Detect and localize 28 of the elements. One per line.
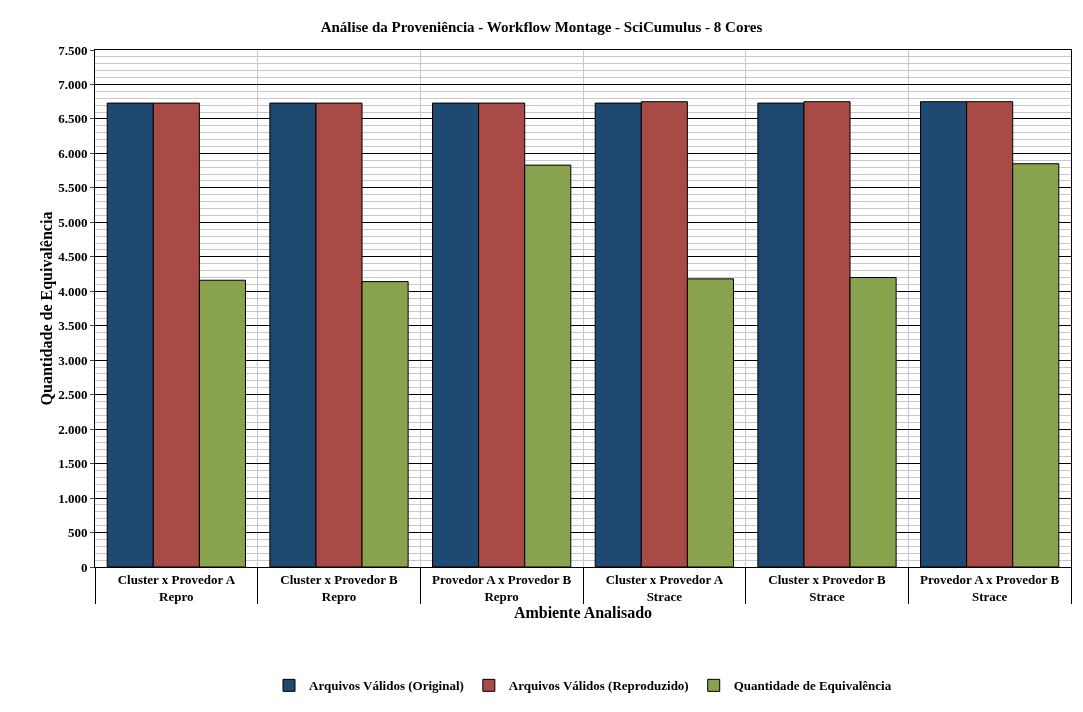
category-label: Cluster x Provedor B Strace xyxy=(768,571,886,604)
y-tick-label: 6.500 xyxy=(58,111,88,127)
legend-label: Arquivos Válidos (Original) xyxy=(309,678,464,694)
category-label: Provedor A x Provedor B Strace xyxy=(920,571,1060,604)
y-axis-title: Quantidade de Equivalência xyxy=(38,211,57,406)
y-tick-label: 3.000 xyxy=(58,352,88,368)
category-label: Cluster x Provedor A Strace xyxy=(605,571,724,604)
legend-label: Quantidade de Equivalência xyxy=(733,678,892,694)
category-label: Cluster x Provedor B Repro xyxy=(280,571,398,604)
y-tick-label: 1.000 xyxy=(58,490,88,506)
y-tick-label: 5.500 xyxy=(58,180,88,196)
y-tick-label: 7.000 xyxy=(58,77,88,93)
y-tick-label: 0 xyxy=(80,559,88,575)
y-tick-label: 2.000 xyxy=(58,421,88,437)
y-tick-label: 500 xyxy=(67,525,88,541)
chart-title: Análise da Proveniência - Workflow Montage - SciCumulus - 8 Cores xyxy=(320,18,763,35)
y-tick-label: 4.000 xyxy=(58,283,88,299)
y-tick-label: 2.500 xyxy=(58,387,88,403)
y-tick-label: 4.500 xyxy=(58,249,88,265)
y-tick-label: 3.500 xyxy=(58,318,88,334)
y-tick-label: 1.500 xyxy=(58,456,88,472)
legend-label: Arquivos Válidos (Reproduzido) xyxy=(508,678,689,694)
category-label: Cluster x Provedor A Repro xyxy=(117,571,236,604)
y-tick-label: 7.500 xyxy=(58,42,88,58)
y-tick-label: 6.000 xyxy=(58,145,88,161)
x-axis-title: Ambiente Analisado xyxy=(513,604,653,622)
y-tick-label: 5.000 xyxy=(58,214,88,230)
category-label: Provedor A x Provedor B Repro xyxy=(432,571,572,604)
